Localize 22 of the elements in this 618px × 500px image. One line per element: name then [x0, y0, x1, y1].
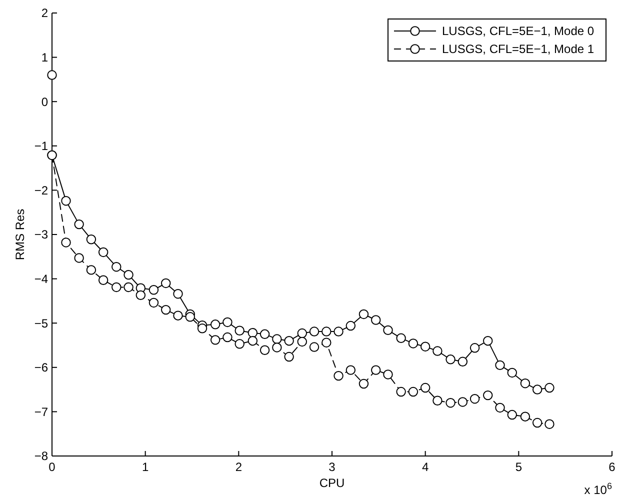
y-axis-title: RMS Res — [13, 208, 27, 260]
y-tick-label: 1 — [41, 50, 48, 64]
y-tick-label: −6 — [34, 360, 48, 375]
x-tick-label: 3 — [328, 460, 336, 474]
y-tick-label: −8 — [34, 449, 48, 464]
y-tick-label: 0 — [41, 94, 48, 109]
x-tick-label: 1 — [142, 460, 149, 474]
y-tick-label: 2 — [41, 6, 48, 20]
x-axis-title: CPU — [319, 476, 345, 490]
legend-label: LUSGS, CFL=5E−1, Mode 1 — [442, 42, 594, 56]
x-tick-label: 6 — [608, 460, 616, 474]
text: x 10$^{6}$ — [584, 481, 612, 497]
y-tick-label: −5 — [34, 316, 48, 330]
y-tick-label: −1 — [34, 139, 48, 154]
y-tick-label: −3 — [34, 228, 48, 242]
x-tick-label: 5 — [515, 460, 522, 474]
y-tick-label: −4 — [34, 272, 48, 286]
x-tick-label: 2 — [235, 460, 242, 474]
y-tick-label: −7 — [34, 404, 48, 419]
legend-label: LUSGS, CFL=5E−1, Mode 0 — [442, 24, 594, 38]
x-tick-label: 4 — [422, 460, 429, 474]
y-tick-label: −2 — [34, 183, 48, 198]
